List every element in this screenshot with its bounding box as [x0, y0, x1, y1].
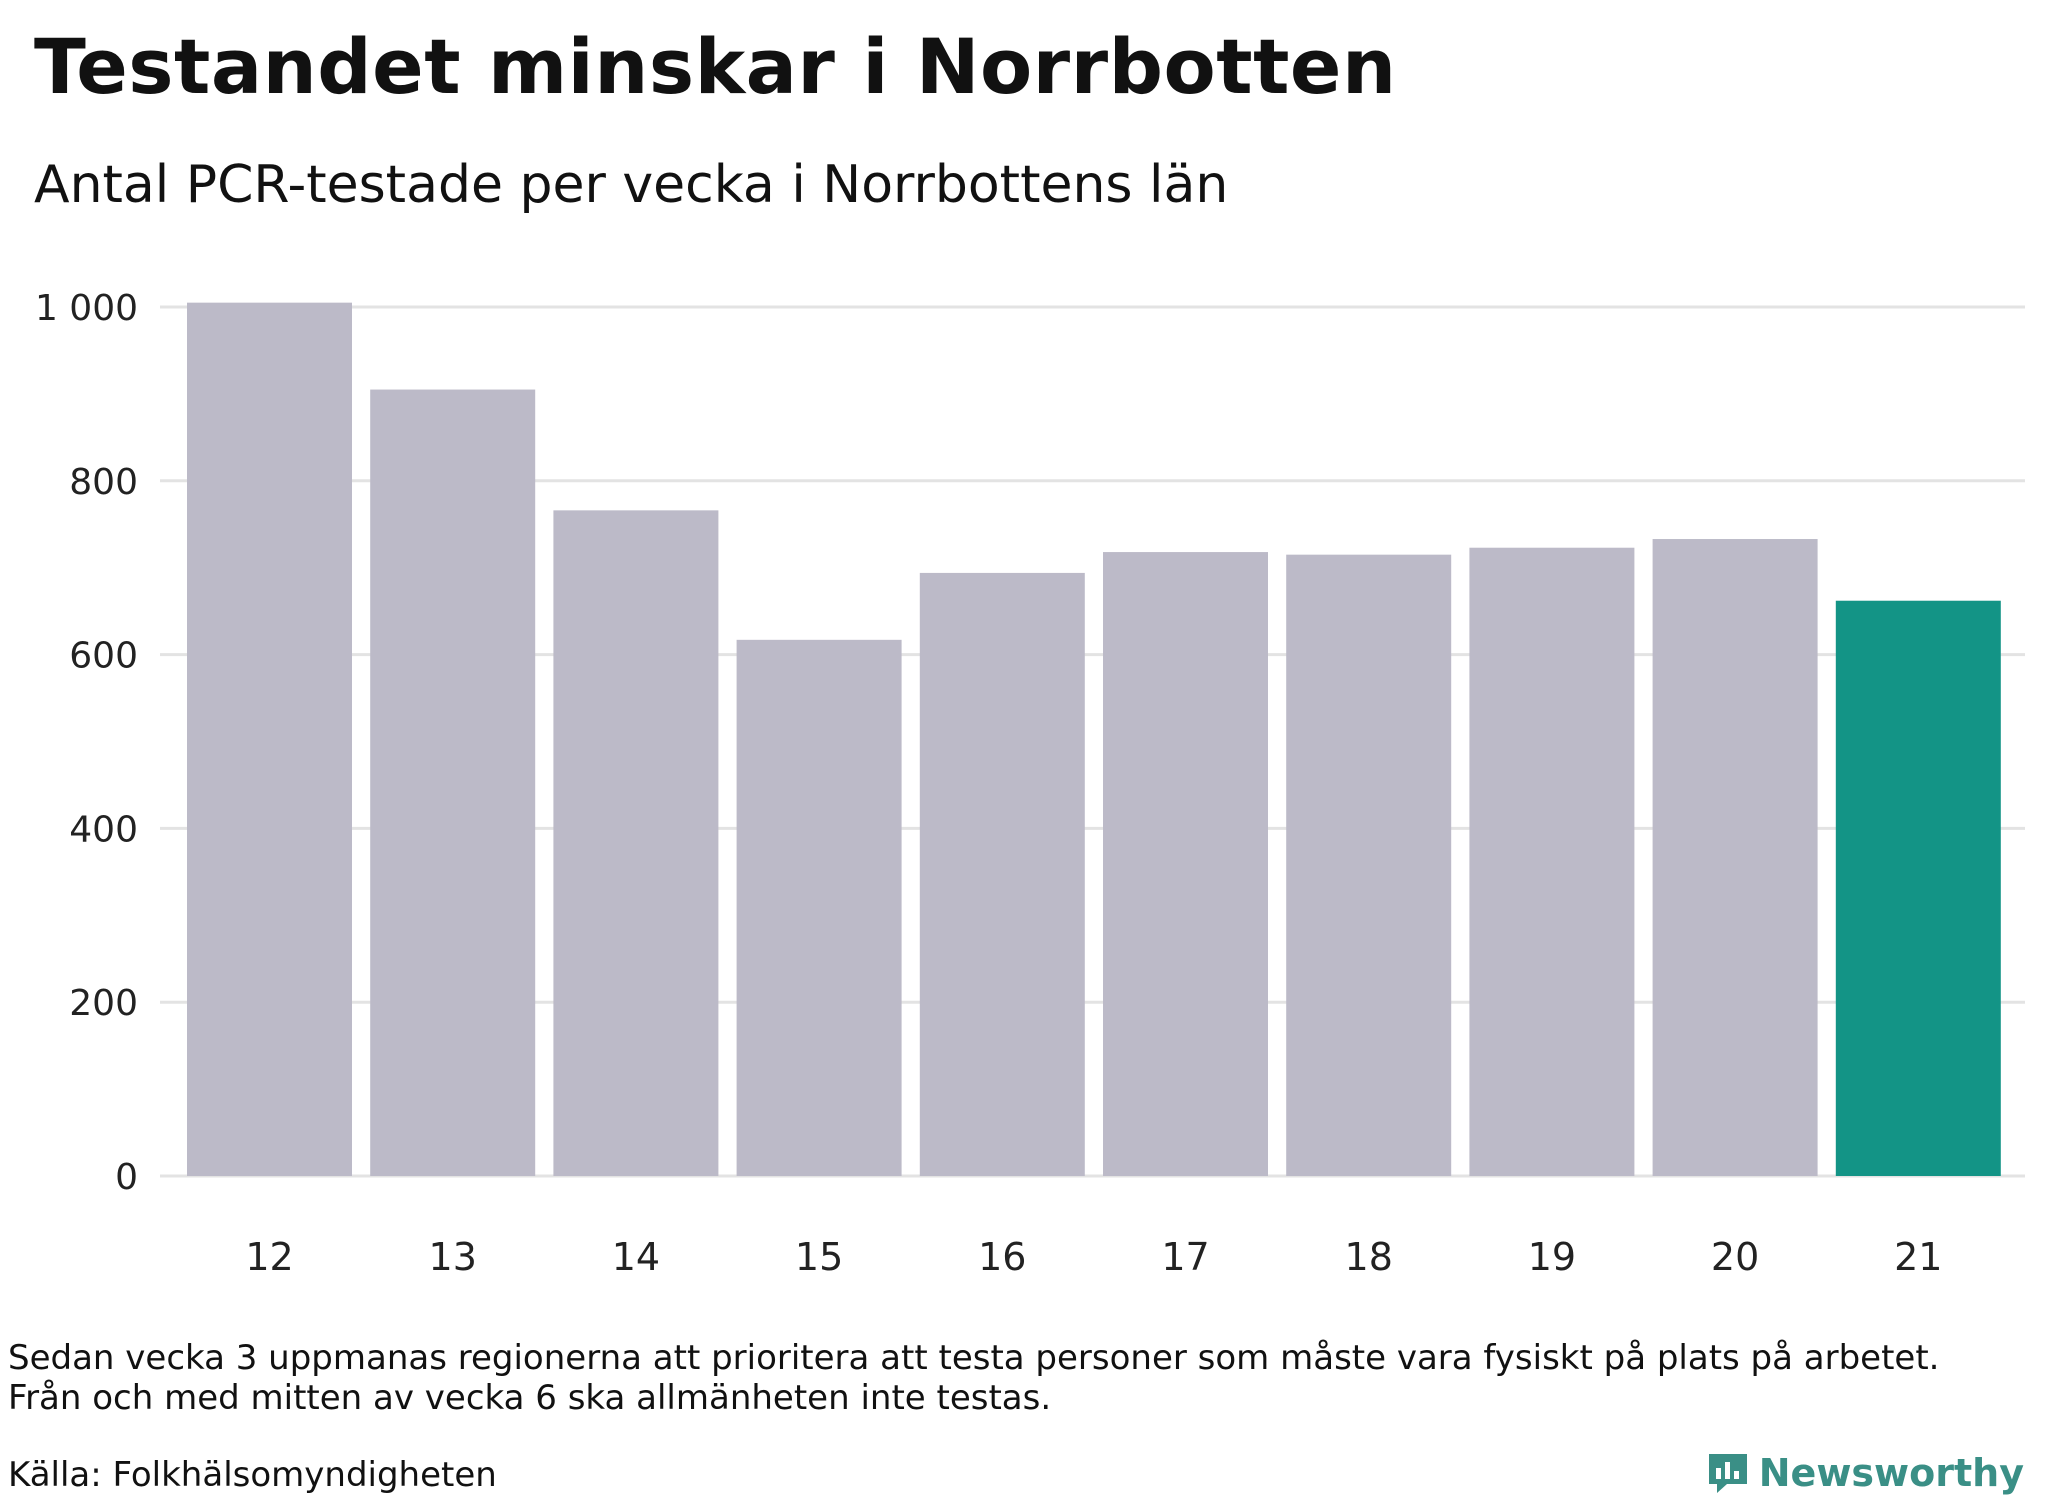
bars: [187, 302, 2001, 1176]
bar: [1835, 600, 2001, 1176]
brand-logo: Newsworthy: [1705, 1450, 2024, 1496]
x-tick-label: 18: [1345, 1235, 1393, 1279]
y-axis-ticks: 0 200 400 600 800 1 000: [35, 288, 138, 1198]
x-axis-ticks: 12 13 14 15 16 17 18 19 20 21: [245, 1235, 1942, 1279]
footnote: Sedan vecka 3 uppmanas regionerna att pr…: [8, 1338, 1939, 1418]
bar: [1286, 554, 1452, 1176]
bar-chart: 0 200 400 600 800 1 000 12 13 14 15 16 17 18 19 20 21: [35, 288, 2025, 1279]
y-tick-label: 800: [69, 462, 138, 503]
x-tick-label: 19: [1528, 1235, 1576, 1279]
y-tick-label: 400: [69, 809, 138, 850]
footnote-line: Sedan vecka 3 uppmanas regionerna att pr…: [8, 1338, 1940, 1378]
bar: [919, 572, 1085, 1176]
bar: [187, 302, 352, 1176]
x-tick-label: 21: [1894, 1235, 1942, 1279]
chart-subtitle: Antal PCR-testade per vecka i Norrbotten…: [34, 155, 1229, 215]
x-tick-label: 13: [429, 1235, 477, 1279]
bar-chart-speech-bubble-icon: [1708, 1454, 1747, 1493]
x-tick-label: 12: [245, 1235, 293, 1279]
x-tick-label: 20: [1711, 1235, 1759, 1279]
y-tick-label: 0: [115, 1157, 138, 1198]
chart-title: Testandet minskar i Norrbotten: [34, 22, 1397, 111]
brand-name: Newsworthy: [1758, 1451, 2024, 1495]
bar: [370, 389, 536, 1176]
x-tick-label: 16: [978, 1235, 1026, 1279]
bar: [736, 639, 902, 1176]
x-tick-label: 14: [612, 1235, 660, 1279]
y-tick-label: 600: [69, 636, 138, 677]
bar: [1469, 547, 1635, 1176]
x-tick-label: 17: [1161, 1235, 1209, 1279]
y-tick-label: 200: [69, 983, 138, 1024]
footnote-line: Från och med mitten av vecka 6 ska allmä…: [8, 1378, 1052, 1418]
x-tick-label: 15: [795, 1235, 843, 1279]
bar: [553, 510, 719, 1176]
source-label: Källa: Folkhälsomyndigheten: [8, 1455, 497, 1495]
bar: [1652, 539, 1818, 1176]
bar: [1103, 552, 1268, 1176]
y-tick-label: 1 000: [35, 288, 138, 329]
